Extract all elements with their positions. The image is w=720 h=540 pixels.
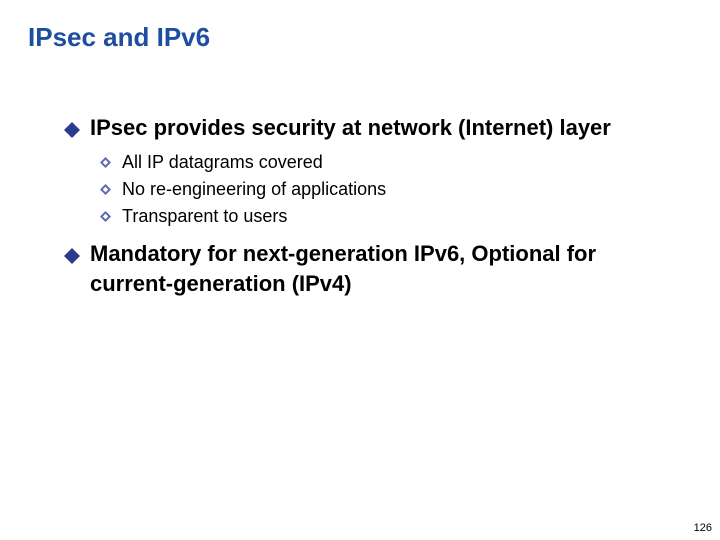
diamond-small-icon: [100, 149, 122, 176]
bullet-level2: All IP datagrams covered: [100, 149, 664, 176]
sub-bullet-text: Transparent to users: [122, 206, 287, 226]
diamond-small-icon: [100, 176, 122, 203]
sub-bullet-group: All IP datagrams covered No re-engineeri…: [100, 149, 664, 230]
page-number: 126: [694, 522, 712, 534]
bullet-text: Mandatory for next-generation IPv6, Opti…: [90, 241, 596, 297]
bullet-level1: Mandatory for next-generation IPv6, Opti…: [64, 240, 664, 298]
sub-bullet-text: No re-engineering of applications: [122, 179, 386, 199]
bullet-level2: Transparent to users: [100, 203, 664, 230]
diamond-icon: [64, 243, 90, 271]
bullet-level1: IPsec provides security at network (Inte…: [64, 114, 664, 145]
diamond-small-icon: [100, 203, 122, 230]
slide-title: IPsec and IPv6: [28, 22, 210, 53]
diamond-icon: [64, 117, 90, 145]
slide-content: IPsec provides security at network (Inte…: [64, 108, 664, 302]
slide: IPsec and IPv6 IPsec provides security a…: [0, 0, 720, 540]
bullet-text: IPsec provides security at network (Inte…: [90, 115, 611, 140]
sub-bullet-text: All IP datagrams covered: [122, 152, 323, 172]
bullet-level2: No re-engineering of applications: [100, 176, 664, 203]
